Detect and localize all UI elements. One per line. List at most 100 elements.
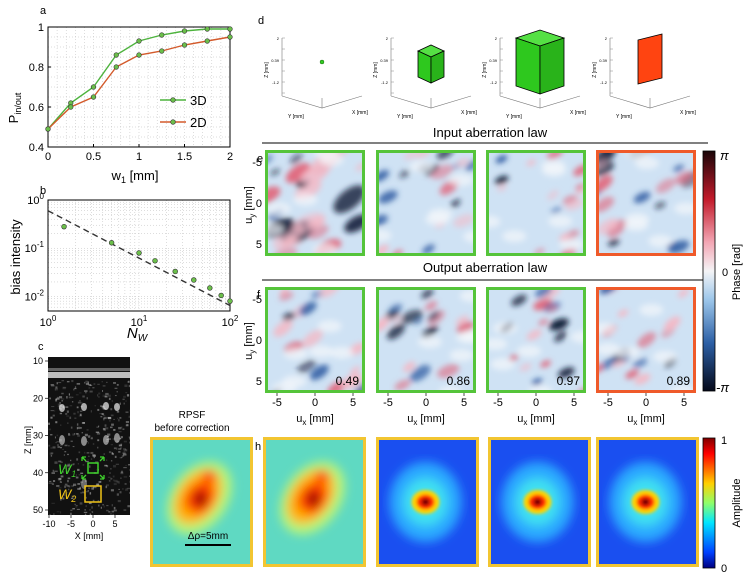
speckle-dot xyxy=(111,399,114,403)
tick-label: -1.2 xyxy=(600,80,608,85)
speckle-dot xyxy=(72,445,75,448)
speckle-dot xyxy=(89,513,91,516)
x-tick-label: 0 xyxy=(643,397,649,409)
speckle-dot xyxy=(113,483,117,486)
phase-blob xyxy=(421,289,434,299)
speckle-dot xyxy=(88,387,91,389)
speckle-dot xyxy=(58,460,62,463)
phase-blob xyxy=(456,321,475,334)
speckle-dot xyxy=(80,427,82,429)
speckle-dot xyxy=(85,382,90,386)
speckle-dot xyxy=(52,480,56,482)
speckle-dot xyxy=(68,445,70,447)
speckle-dot xyxy=(122,488,124,490)
speckle-dot xyxy=(62,495,66,497)
speckle-dot xyxy=(58,487,62,489)
data-point xyxy=(45,126,51,132)
tick-label: -1.2 xyxy=(381,80,389,85)
plot-b-frame xyxy=(47,199,231,312)
phase-ticks: -5 0 5 -5 0 5 -5 0 5 ux [mm] -5 0 5 ux [mm] -5 0 5 ux [mm… xyxy=(252,157,687,427)
speckle-dot xyxy=(123,448,127,450)
axis-label-y: Y [mm] xyxy=(288,114,304,120)
phase-blob xyxy=(283,347,308,360)
speckle-dot xyxy=(86,397,88,400)
speckle-dot xyxy=(114,479,118,483)
speckle-dot xyxy=(101,381,103,383)
tick-label: 2 xyxy=(605,36,608,41)
speckle-dot xyxy=(80,492,82,494)
speckle-dot xyxy=(121,454,125,457)
rpsf-title-1: RPSF xyxy=(179,410,206,421)
speckle-dot xyxy=(68,433,70,436)
phase-blob xyxy=(299,301,317,316)
speckle-dot xyxy=(97,394,99,397)
speckle-dot xyxy=(70,459,72,462)
speckle-dot xyxy=(79,486,81,489)
speckle-dot xyxy=(60,481,62,483)
speckle-dot xyxy=(66,464,71,468)
speckle-dot xyxy=(108,397,111,400)
speckle-dot xyxy=(110,460,113,462)
phase-maps: 0.49 0.86 0.97 0.89 xyxy=(265,150,696,393)
panel-label-h: h xyxy=(255,441,261,453)
speckle-dot xyxy=(93,456,95,459)
data-point xyxy=(113,64,119,70)
axis-label-b-y: bias intensity xyxy=(8,219,23,295)
speckle-dot xyxy=(84,433,88,437)
speckle-dot xyxy=(87,441,89,444)
speckle-dot xyxy=(107,433,111,436)
speckle-dot xyxy=(128,380,130,383)
y-tick-label: 1 xyxy=(38,22,44,34)
speckle-dot xyxy=(85,505,87,508)
speckle-dot xyxy=(64,485,66,488)
speckle-dot xyxy=(74,417,77,419)
speckle-dot xyxy=(56,382,58,385)
speckle-dot xyxy=(96,426,99,428)
axis-label-a-x: w1 [mm] xyxy=(111,168,159,185)
speckle-dot xyxy=(111,452,114,455)
psf-lobe xyxy=(181,509,194,519)
speckle-dot xyxy=(97,439,100,442)
phase-blob xyxy=(493,322,518,335)
speckle-dot xyxy=(66,396,68,399)
w1-box xyxy=(87,462,99,474)
speckle-dot xyxy=(84,381,86,384)
output-law-title: Output aberration law xyxy=(423,260,548,275)
speckle-dot xyxy=(120,447,122,449)
data-point xyxy=(218,292,224,299)
data-point xyxy=(227,26,233,32)
phase-blob xyxy=(502,230,527,243)
x-axis-label: ux [mm] xyxy=(296,413,334,427)
speckle-dot xyxy=(118,419,120,422)
phase-blob xyxy=(273,319,293,337)
speckle-dot xyxy=(88,383,91,387)
speckle-dot xyxy=(48,444,51,447)
phase-map xyxy=(486,150,586,256)
speckle-dot xyxy=(107,394,111,397)
phase-blob xyxy=(378,190,398,204)
speckle-dot xyxy=(116,447,118,450)
speckle-dot xyxy=(77,411,79,414)
phase-blob xyxy=(289,153,303,165)
speckle-dot xyxy=(113,382,116,384)
axis-label-z: Z [mm] xyxy=(592,62,598,78)
phase-blob xyxy=(607,239,620,247)
speckle-dot xyxy=(127,505,131,508)
speckle-dot xyxy=(129,491,132,494)
speckle-dot xyxy=(56,441,60,443)
x-tick-label: 1 xyxy=(136,151,142,163)
speckle-dot xyxy=(90,511,93,513)
speckle-dot xyxy=(97,514,101,516)
speckle-dot xyxy=(119,457,123,459)
speckle-dot xyxy=(119,416,122,419)
speckle-dot xyxy=(106,484,109,487)
x-axis-label: ux [mm] xyxy=(627,413,665,427)
phase-colorbar-top: π xyxy=(720,148,729,163)
speckle-dot xyxy=(123,466,127,469)
rpsf-title-2: before correction xyxy=(154,423,229,434)
x-tick-label: 0 xyxy=(533,397,539,409)
speckle-dot xyxy=(75,505,78,508)
x-tick-label: 100 xyxy=(40,314,57,329)
x-tick-label: 102 xyxy=(222,314,239,329)
speckle-dot xyxy=(110,408,113,411)
